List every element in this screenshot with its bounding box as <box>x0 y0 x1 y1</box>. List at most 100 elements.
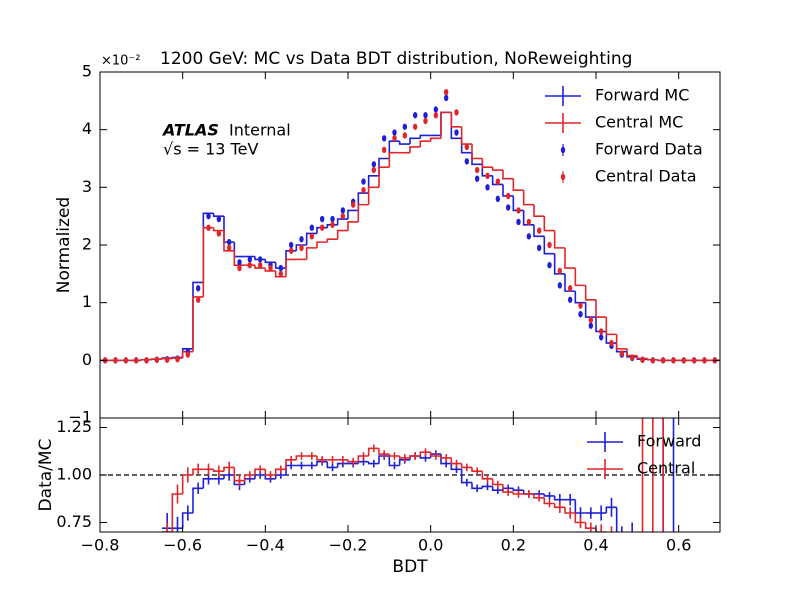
step-bin <box>533 494 545 499</box>
x-tick-label: 0.2 <box>501 536 526 555</box>
step-bin <box>574 291 586 304</box>
step-bin <box>171 493 183 532</box>
step-bin <box>285 459 297 470</box>
data-point <box>474 175 480 182</box>
step-bin <box>378 448 390 455</box>
data-point <box>123 357 129 364</box>
step-bin <box>491 486 503 491</box>
step-bin <box>543 236 555 255</box>
step-bin <box>336 218 348 225</box>
data-point <box>495 195 501 203</box>
step-bin <box>212 469 224 472</box>
step-bin <box>192 281 204 349</box>
data-point <box>485 172 490 179</box>
step-bin <box>553 503 565 509</box>
data-point <box>547 261 552 269</box>
data-point <box>536 244 542 252</box>
step-bin <box>471 482 483 490</box>
step-bin <box>357 455 369 462</box>
step-bin <box>233 250 245 266</box>
data-point <box>598 334 604 341</box>
step-bin <box>512 178 524 192</box>
step-bin <box>637 551 647 570</box>
data-point <box>371 161 377 168</box>
legend-label: Forward <box>637 432 701 451</box>
data-point <box>443 94 449 102</box>
step-bin <box>419 140 431 147</box>
x-tick-label: 0.0 <box>418 536 443 555</box>
step-bin <box>326 461 338 469</box>
step-bin <box>471 467 483 472</box>
data-point <box>216 230 222 237</box>
step-bin <box>460 126 472 145</box>
step-bin <box>254 468 266 475</box>
data-point <box>381 135 387 142</box>
step-bin <box>347 459 359 463</box>
data-point <box>505 204 511 211</box>
step-bin <box>512 492 524 495</box>
step-bin <box>584 302 596 318</box>
data-point <box>423 112 428 119</box>
step-bin <box>326 238 338 243</box>
data-point <box>237 264 242 272</box>
data-point <box>526 218 532 226</box>
data-point <box>671 357 676 364</box>
y-tick-label: 1.25 <box>56 417 92 436</box>
step-bin <box>233 242 245 258</box>
step-bin <box>460 469 472 484</box>
step-bin <box>367 186 379 205</box>
data-point <box>578 302 583 309</box>
y-tick-label: 1.00 <box>56 465 92 484</box>
data-point <box>361 178 366 185</box>
data-point <box>113 357 118 364</box>
step-bin <box>305 232 317 245</box>
data-point <box>309 224 315 231</box>
data-point <box>319 215 325 223</box>
data-point <box>216 215 222 223</box>
step-bin <box>357 203 369 222</box>
data-point <box>516 218 521 226</box>
data-point <box>361 187 366 194</box>
step-bin <box>450 457 462 465</box>
y-tick-label: 5 <box>82 62 92 81</box>
step-bin <box>398 141 410 145</box>
step-bin <box>584 285 596 301</box>
data-point <box>598 328 604 335</box>
step-bin <box>574 268 586 287</box>
data-point <box>340 212 346 220</box>
data-point <box>288 241 294 249</box>
data-point <box>392 129 397 136</box>
data-point <box>226 238 232 246</box>
step-bin <box>502 170 514 180</box>
step-bin <box>378 455 390 464</box>
data-point <box>237 259 242 266</box>
step-bin <box>543 216 555 232</box>
data-point <box>154 356 160 363</box>
data-point <box>175 355 180 363</box>
step-bin <box>595 299 607 318</box>
step-bin <box>615 507 618 532</box>
step-bin <box>223 216 235 243</box>
step-bin <box>264 469 276 476</box>
data-point <box>640 356 645 363</box>
energy-label: √s = 13 TeV <box>163 140 258 159</box>
step-bin <box>419 134 431 139</box>
data-point <box>257 261 263 269</box>
data-point <box>536 227 542 234</box>
data-point <box>464 143 470 151</box>
data-point <box>464 158 470 165</box>
step-bin <box>316 460 328 466</box>
step-bin <box>409 137 421 145</box>
data-point <box>433 112 439 119</box>
data-point <box>319 224 325 231</box>
data-point <box>485 184 490 191</box>
data-point <box>557 282 563 289</box>
data-point <box>526 233 532 240</box>
y-tick-label: 4 <box>82 119 92 138</box>
ratio-y-axis-label: Data/MC <box>36 439 56 512</box>
data-point <box>495 178 501 185</box>
data-point <box>650 357 656 364</box>
step-bin <box>233 467 245 482</box>
step-bin <box>617 536 627 551</box>
